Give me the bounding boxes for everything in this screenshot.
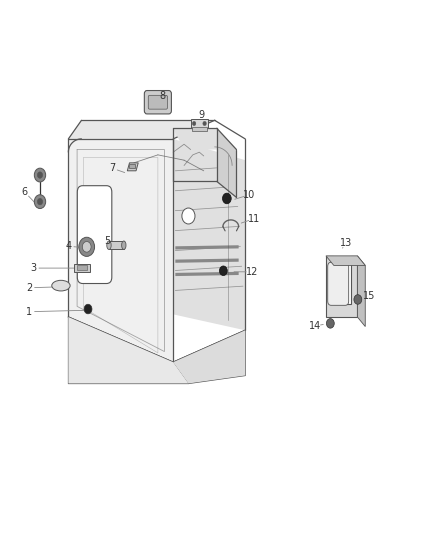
- Polygon shape: [192, 127, 207, 131]
- Circle shape: [37, 198, 42, 205]
- Text: 15: 15: [364, 290, 376, 301]
- Text: 2: 2: [26, 283, 32, 293]
- Polygon shape: [129, 165, 135, 168]
- Polygon shape: [175, 245, 239, 249]
- Polygon shape: [68, 317, 188, 383]
- Circle shape: [82, 241, 91, 252]
- Circle shape: [219, 266, 227, 276]
- Polygon shape: [109, 241, 124, 249]
- Polygon shape: [326, 256, 365, 265]
- Circle shape: [182, 208, 195, 224]
- Polygon shape: [173, 139, 245, 330]
- Circle shape: [79, 237, 95, 256]
- Ellipse shape: [107, 241, 111, 249]
- Circle shape: [84, 304, 92, 314]
- Circle shape: [203, 122, 206, 126]
- Text: 5: 5: [105, 236, 111, 246]
- Ellipse shape: [52, 280, 70, 291]
- Polygon shape: [357, 256, 365, 327]
- Circle shape: [223, 193, 231, 204]
- Text: 4: 4: [65, 241, 71, 251]
- FancyBboxPatch shape: [78, 185, 112, 284]
- Polygon shape: [74, 264, 90, 272]
- Polygon shape: [173, 128, 237, 150]
- Polygon shape: [77, 265, 87, 270]
- Text: 10: 10: [244, 190, 256, 200]
- Circle shape: [354, 295, 362, 304]
- Polygon shape: [173, 330, 245, 383]
- Text: 8: 8: [159, 91, 165, 101]
- Circle shape: [326, 319, 334, 328]
- Text: 11: 11: [248, 214, 260, 224]
- Polygon shape: [68, 120, 215, 139]
- Polygon shape: [127, 163, 138, 171]
- Circle shape: [192, 122, 196, 126]
- Polygon shape: [217, 128, 237, 197]
- Polygon shape: [175, 259, 239, 263]
- FancyBboxPatch shape: [328, 262, 349, 305]
- Ellipse shape: [122, 241, 126, 249]
- Text: 12: 12: [246, 267, 258, 277]
- Text: 7: 7: [109, 163, 115, 173]
- Text: 1: 1: [26, 306, 32, 317]
- FancyBboxPatch shape: [145, 91, 171, 114]
- Polygon shape: [191, 119, 208, 128]
- Polygon shape: [68, 139, 173, 362]
- Text: 6: 6: [21, 187, 28, 197]
- Polygon shape: [326, 256, 357, 317]
- Circle shape: [34, 168, 46, 182]
- Polygon shape: [175, 272, 239, 276]
- Circle shape: [37, 172, 42, 178]
- FancyBboxPatch shape: [148, 95, 167, 109]
- Text: 13: 13: [339, 238, 352, 247]
- Circle shape: [34, 195, 46, 208]
- Text: 14: 14: [309, 321, 321, 331]
- Text: 3: 3: [30, 263, 36, 273]
- Text: 9: 9: [198, 110, 205, 120]
